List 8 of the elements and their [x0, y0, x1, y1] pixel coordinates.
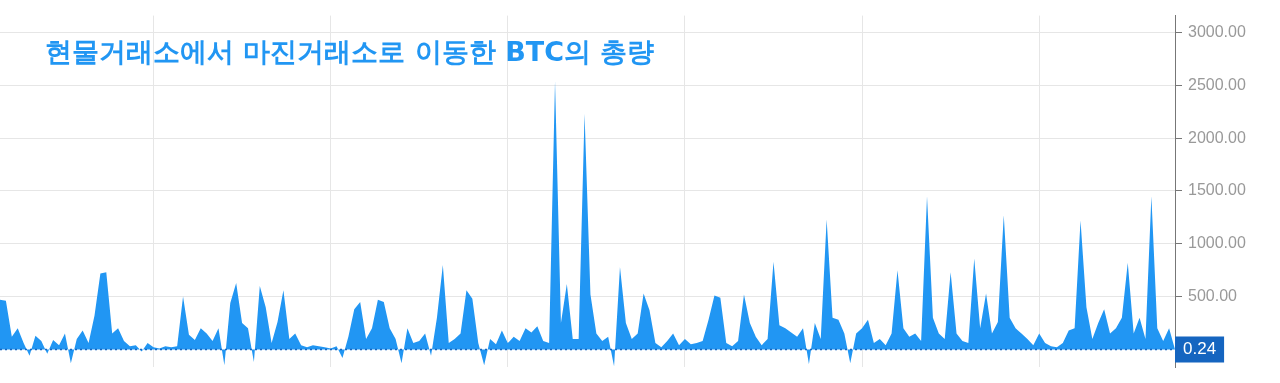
ref-line-label: 0.24: [1183, 339, 1217, 359]
y-tick-label: 2000.00: [1188, 128, 1246, 146]
y-tick-label: 3000.00: [1188, 22, 1246, 40]
y-tick-label: 500.00: [1188, 287, 1238, 305]
y-tick-label: 1500.00: [1188, 181, 1246, 199]
y-tick-label: 2500.00: [1188, 75, 1246, 93]
y-tick-label: 1000.00: [1188, 234, 1246, 252]
text: 현물거래소에서 마진거래소로 이동한 BTC의 총량: [45, 35, 655, 69]
